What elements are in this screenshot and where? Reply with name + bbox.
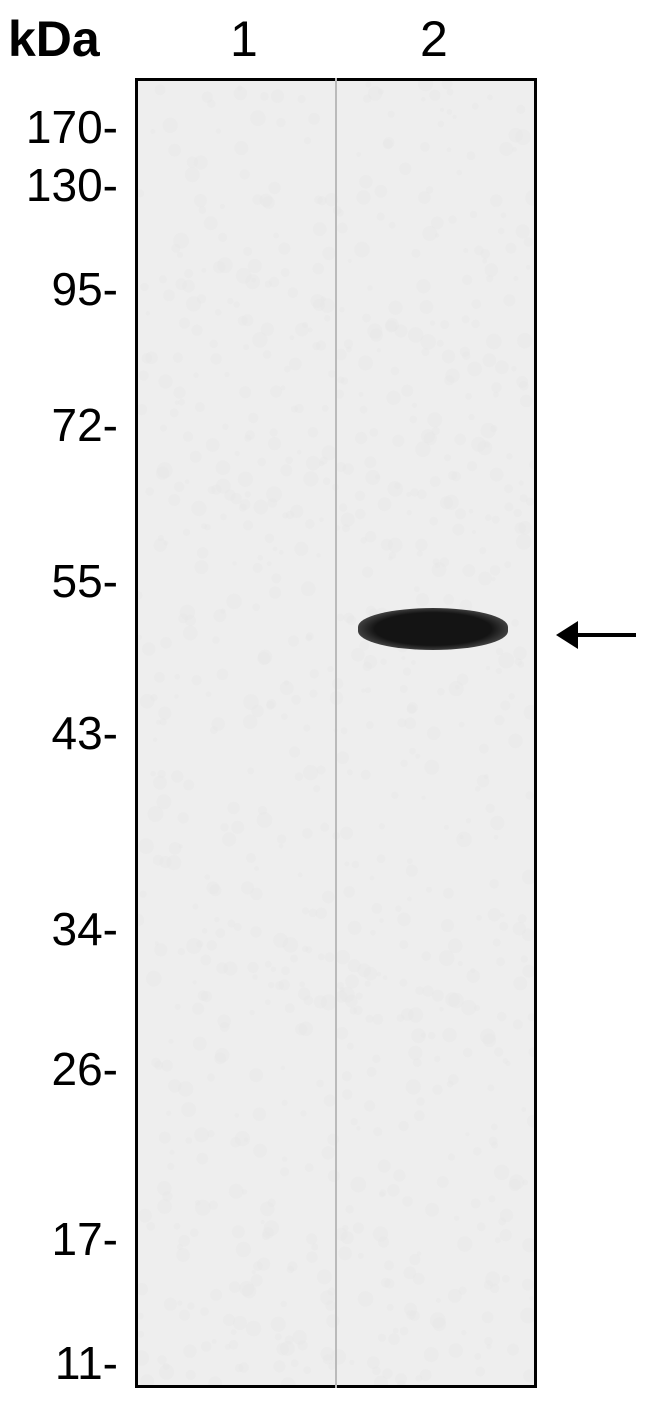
lane-header-2: 2: [420, 10, 448, 68]
marker-34: 34-: [0, 902, 118, 956]
lane-divider: [335, 78, 337, 1388]
marker-170: 170-: [0, 100, 118, 154]
band-arrow: [556, 621, 636, 649]
marker-72: 72-: [0, 398, 118, 452]
marker-130: 130-: [0, 158, 118, 212]
arrow-line: [578, 633, 636, 637]
lane-header-1: 1: [230, 10, 258, 68]
marker-11: 11-: [0, 1336, 118, 1390]
marker-43: 43-: [0, 706, 118, 760]
marker-95: 95-: [0, 262, 118, 316]
arrow-head-icon: [556, 621, 578, 649]
marker-17: 17-: [0, 1212, 118, 1266]
band-lane2: [358, 608, 508, 650]
axis-title: kDa: [8, 10, 100, 68]
blot-figure: kDa 1 2 170- 130- 95- 72- 55- 43- 34- 26…: [0, 0, 650, 1406]
marker-55: 55-: [0, 554, 118, 608]
marker-26: 26-: [0, 1042, 118, 1096]
